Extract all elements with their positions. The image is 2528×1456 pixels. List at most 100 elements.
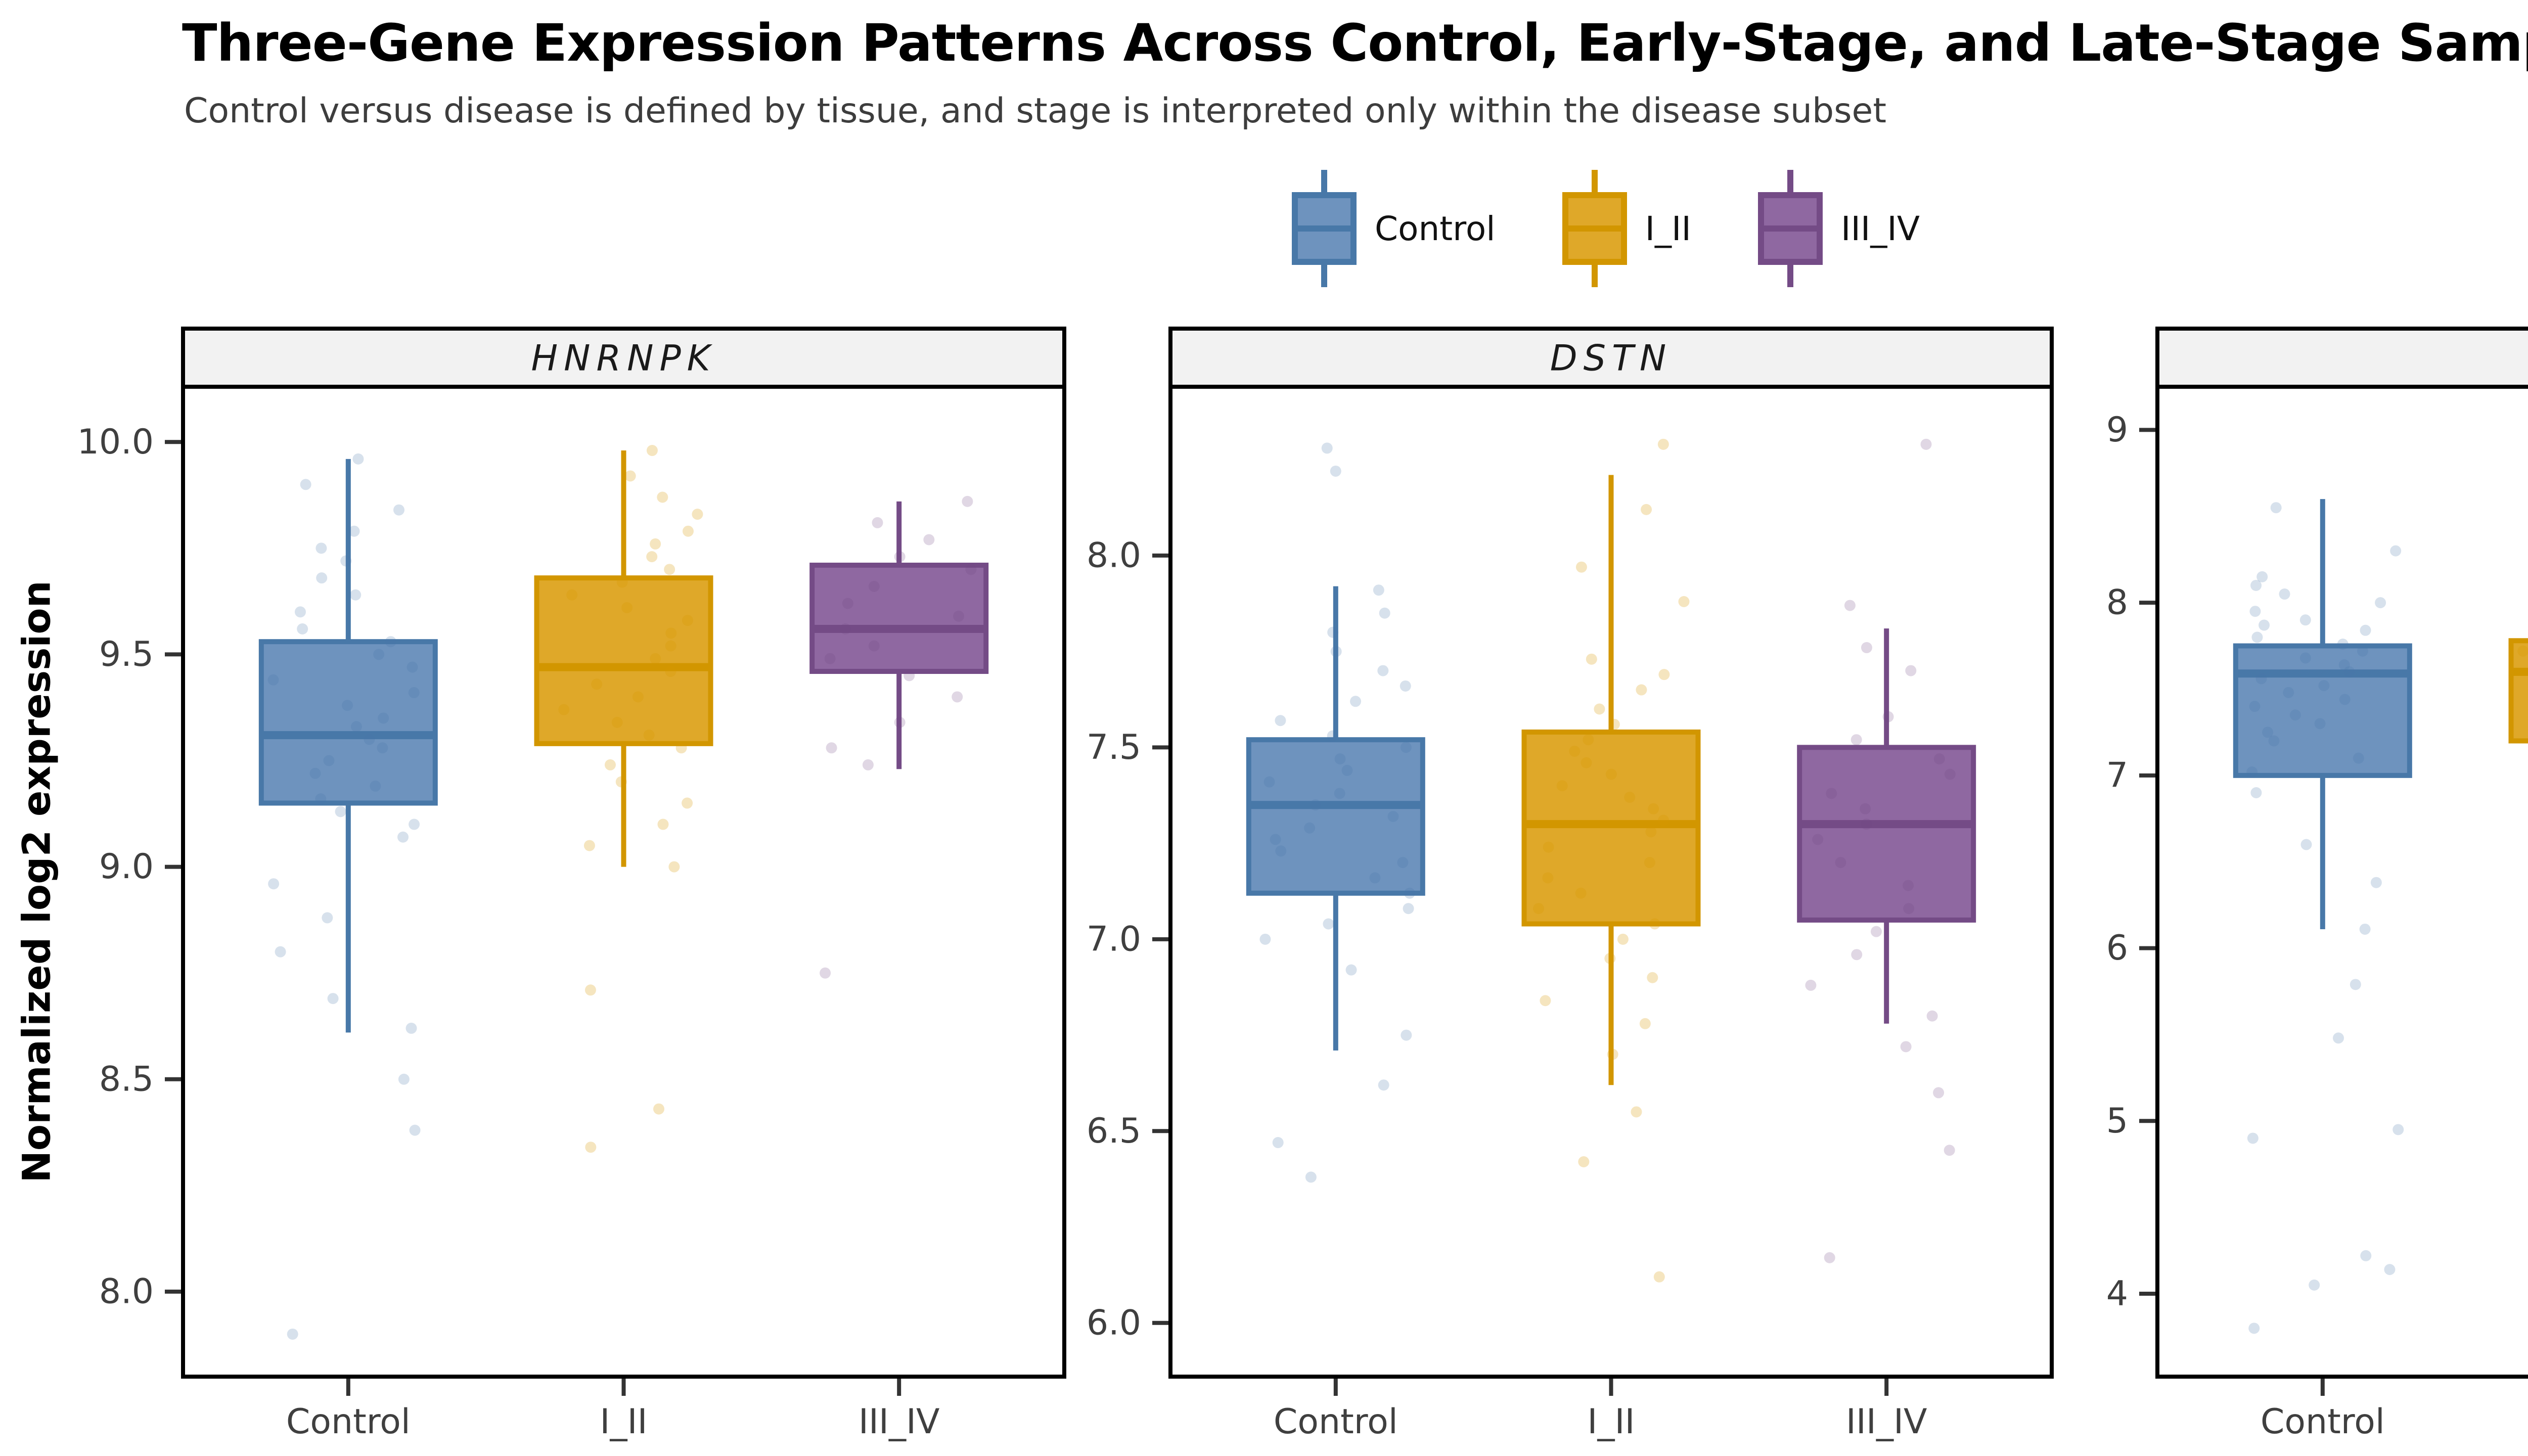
legend-item-iii-iv: III_IV: [1757, 167, 1920, 290]
box-rect: [2508, 638, 2528, 744]
y-tick-label: 7: [2106, 755, 2128, 795]
sample-point: [1403, 903, 1414, 915]
sample-point: [1542, 872, 1554, 884]
boxplot-key-icon: [1562, 170, 1627, 287]
sample-point: [350, 589, 362, 601]
sample-point: [1903, 880, 1914, 891]
sample-point: [2314, 718, 2326, 730]
sample-point: [1933, 753, 1945, 765]
sample-point: [1851, 949, 1863, 961]
sample-point: [646, 445, 658, 457]
box-rect: [1246, 737, 1425, 896]
sample-point: [1556, 780, 1568, 792]
facet-strip: [181, 327, 1066, 389]
sample-point: [682, 797, 693, 809]
sample-point: [904, 670, 915, 681]
sample-point: [962, 495, 973, 507]
sample-point: [2359, 923, 2371, 935]
y-tick-label: 4: [2106, 1274, 2128, 1314]
y-tick-label: 9.0: [99, 847, 154, 887]
sample-point: [1861, 818, 1872, 830]
sample-point: [1826, 788, 1837, 799]
sample-point: [1920, 438, 1932, 450]
y-tick-label: 8.0: [1087, 535, 1141, 575]
sample-point: [350, 721, 362, 733]
facet-DSTN: DSTN 6.0 6.5 7.0 7.5 8.0 Control I_II III_IV: [1087, 327, 2054, 1442]
sample-point: [1275, 715, 1286, 726]
sample-point: [1387, 810, 1399, 822]
sample-point: [868, 580, 880, 592]
sample-point: [840, 623, 851, 634]
box-group-control: [1246, 442, 1425, 1183]
box-group-i_ii: [1521, 438, 1701, 1283]
box-rect: [2233, 643, 2412, 778]
sample-point: [2360, 1250, 2372, 1261]
legend-label: III_IV: [1840, 209, 1920, 248]
sample-point: [2338, 659, 2350, 671]
sample-point: [1345, 964, 1357, 976]
sample-point: [2300, 839, 2312, 850]
y-tick-label: 9: [2106, 410, 2128, 450]
sample-point: [1636, 684, 1647, 696]
sample-point: [1404, 887, 1415, 899]
sample-point: [1304, 822, 1316, 834]
sample-point: [373, 649, 385, 660]
sample-point: [408, 687, 420, 699]
sample-point: [1305, 1171, 1317, 1183]
sample-point: [2299, 652, 2311, 664]
sample-point: [275, 946, 286, 958]
sample-point: [1259, 933, 1271, 945]
sample-point: [409, 818, 420, 830]
sample-point: [2250, 579, 2262, 591]
sample-point: [657, 818, 669, 830]
y-tick-label: 8.5: [99, 1059, 154, 1099]
sample-point: [323, 755, 335, 766]
sample-point: [1624, 792, 1636, 803]
sample-point: [2249, 606, 2261, 617]
box-rect: [258, 639, 438, 806]
panel-border: [1168, 385, 2054, 1379]
sample-point: [322, 912, 333, 924]
sample-point: [327, 993, 339, 1005]
y-tick-label: 7.0: [1087, 919, 1141, 959]
sample-point: [953, 610, 965, 622]
sample-point: [2279, 588, 2290, 600]
sample-point: [409, 1124, 421, 1136]
sample-point: [653, 1103, 665, 1115]
sample-point: [2370, 877, 2382, 888]
sample-point: [1658, 669, 1670, 680]
sample-point: [309, 767, 321, 779]
sample-point: [2332, 1032, 2344, 1044]
sample-point: [2251, 631, 2263, 643]
sample-point: [665, 666, 676, 677]
sample-point: [583, 840, 595, 851]
legend-item-i-ii: I_II: [1561, 167, 1691, 290]
sample-point: [1900, 1041, 1912, 1053]
sample-point: [621, 602, 633, 613]
sample-point: [585, 1142, 597, 1153]
sample-point: [624, 470, 636, 482]
sample-point: [1944, 1145, 1955, 1156]
y-tick-label: 7.5: [1087, 727, 1141, 767]
sample-point: [1631, 1106, 1642, 1118]
sample-point: [1605, 768, 1617, 780]
x-tick-label: III_IV: [859, 1402, 940, 1442]
sample-point: [1657, 438, 1669, 450]
sample-point: [1543, 841, 1554, 853]
sample-point: [1350, 696, 1362, 707]
y-tick-label: 9.5: [99, 634, 154, 674]
x-tick-label: I_II: [600, 1402, 647, 1442]
legend-label: I_II: [1645, 209, 1691, 248]
sample-point: [1310, 799, 1321, 811]
sample-point: [1648, 803, 1659, 814]
facet-strip: [1168, 327, 2054, 389]
sample-point: [294, 606, 306, 618]
sample-point: [2262, 726, 2274, 738]
sample-point: [1805, 979, 1817, 991]
sample-point: [1678, 596, 1690, 607]
sample-point: [1824, 1252, 1835, 1263]
sample-point: [287, 1328, 298, 1340]
